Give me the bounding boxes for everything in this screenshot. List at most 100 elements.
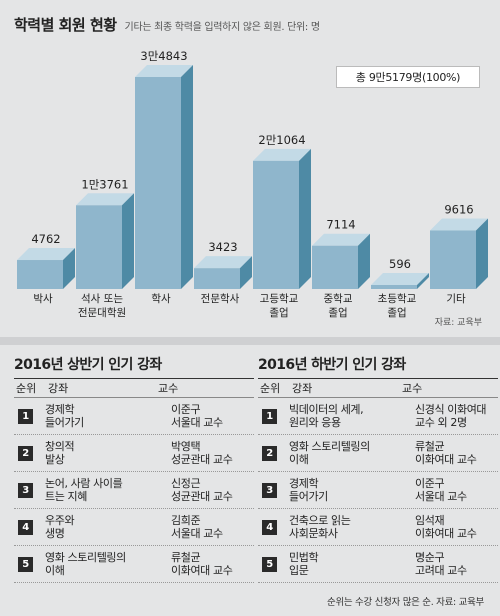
course-name: 경제학 들어가기 [45, 403, 84, 429]
bar-value-label: 596 [389, 257, 411, 271]
category-label: 기타 [446, 293, 466, 305]
table-row: 3 경제학 들어가기 이준구 서울대 교수 [258, 472, 498, 509]
bar-value-label: 7114 [326, 218, 355, 232]
table-row: 4 우주와 생명 김희준 서울대 교수 [14, 509, 254, 546]
bar-front [135, 77, 181, 289]
bar-value-label: 4762 [31, 232, 60, 246]
table-row: 2 영화 스토리텔링의 이해 류철균 이화여대 교수 [258, 435, 498, 472]
professor-name: 이준구 서울대 교수 [171, 403, 223, 429]
second-half-panel: 2016년 하반기 인기 강좌 순위 강좌 교수 1 빅데이터의 세계, 원리와 … [258, 354, 498, 583]
chart-title: 학력별 회원 현황 [14, 16, 117, 34]
bar-front [17, 260, 63, 289]
bar-front [371, 285, 417, 289]
footnote: 순위는 수강 신청자 많은 순. 자료: 교육부 [327, 597, 484, 608]
rank-badge: 4 [262, 519, 277, 535]
category-label: 박사 [33, 293, 53, 305]
rank-badge: 2 [18, 445, 33, 461]
rank-badge: 3 [262, 482, 277, 498]
professor-name: 김희준 서울대 교수 [171, 514, 223, 540]
course-name: 우주와 생명 [45, 514, 75, 540]
professor-name: 박영택 성균관대 교수 [171, 440, 233, 466]
col-prof: 교수 [158, 382, 179, 395]
col-rank: 순위 [260, 382, 281, 395]
bar-side [181, 65, 193, 289]
rank-badge: 4 [18, 519, 33, 535]
section-divider [0, 337, 500, 345]
bar-top [430, 218, 488, 231]
table-row: 1 경제학 들어가기 이준구 서울대 교수 [14, 398, 254, 435]
first-half-rows: 1 경제학 들어가기 이준구 서울대 교수 2 창의적 발상 박영택 성균관대 교수 3 논어… [14, 398, 254, 583]
chart-header: 학력별 회원 현황 기타는 최종 학력을 입력하지 않은 회원. 단위: 명 [14, 14, 320, 35]
bar-side [63, 248, 75, 289]
professor-name: 류철균 이화여대 교수 [415, 440, 477, 466]
col-rank: 순위 [16, 382, 37, 395]
bar-3 [194, 256, 252, 289]
professor-name: 임석재 이화여대 교수 [415, 514, 477, 540]
first-half-header: 순위 강좌 교수 [14, 378, 254, 398]
bar-7 [430, 218, 488, 289]
second-half-header: 순위 강좌 교수 [258, 378, 498, 398]
bar-front [76, 205, 122, 289]
course-name: 건축으로 읽는 사회문화사 [289, 514, 351, 540]
bar-side [240, 256, 252, 289]
bar-0 [17, 248, 75, 289]
course-name: 민법학 입문 [289, 551, 319, 577]
bar-top [253, 148, 311, 161]
bar-5 [312, 233, 370, 289]
rank-badge: 5 [262, 556, 277, 572]
bar-side [358, 233, 370, 289]
course-name: 논어, 사람 사이를 트는 지혜 [45, 477, 123, 503]
bar-1 [76, 193, 134, 289]
course-name: 영화 스토리텔링의 이해 [289, 440, 370, 466]
bar-value-label: 9616 [444, 202, 473, 216]
total-members-box: 총 9만5179명(100%) [336, 66, 480, 88]
bar-6 [371, 273, 429, 289]
bar-2 [135, 65, 193, 289]
bar-top [17, 248, 75, 261]
bar-front [253, 160, 299, 289]
rank-badge: 1 [18, 408, 33, 424]
bar-side [476, 218, 488, 289]
category-label: 초등학교 졸업 [378, 293, 417, 319]
bar-side [417, 273, 429, 289]
table-row: 2 창의적 발상 박영택 성균관대 교수 [14, 435, 254, 472]
bar-side [122, 193, 134, 289]
bar-front [194, 268, 240, 289]
bar-value-label: 1만3761 [81, 177, 128, 191]
category-label: 고등학교 졸업 [260, 293, 299, 319]
table-row: 1 빅데이터의 세계, 원리와 응용 신경식 이화여대 교수 외 2명 [258, 398, 498, 435]
bar-top [194, 256, 252, 269]
professor-name: 신경식 이화여대 교수 외 2명 [415, 403, 487, 429]
category-label: 학사 [151, 293, 171, 305]
second-half-title: 2016년 하반기 인기 강좌 [258, 357, 406, 373]
first-half-panel: 2016년 상반기 인기 강좌 순위 강좌 교수 1 경제학 들어가기 이준구 서울… [14, 354, 254, 583]
col-course: 강좌 [48, 382, 69, 395]
category-label: 석사 또는 전문대학원 [78, 293, 126, 319]
bar-value-label: 3423 [208, 240, 237, 254]
bar-top [135, 65, 193, 77]
table-row: 4 건축으로 읽는 사회문화사 임석재 이화여대 교수 [258, 509, 498, 546]
chart-subtitle: 기타는 최종 학력을 입력하지 않은 회원. 단위: 명 [124, 22, 321, 33]
rank-badge: 2 [262, 445, 277, 461]
col-course: 강좌 [292, 382, 313, 395]
second-half-rows: 1 빅데이터의 세계, 원리와 응용 신경식 이화여대 교수 외 2명 2 영화 스토리… [258, 398, 498, 583]
course-name: 영화 스토리텔링의 이해 [45, 551, 126, 577]
professor-name: 명순구 고려대 교수 [415, 551, 467, 577]
bar-front [312, 245, 358, 289]
bar-top [76, 193, 134, 206]
table-row: 5 영화 스토리텔링의 이해 류철균 이화여대 교수 [14, 546, 254, 583]
bar-value-label: 3만4843 [140, 49, 187, 63]
table-row: 5 민법학 입문 명순구 고려대 교수 [258, 546, 498, 583]
course-name: 빅데이터의 세계, 원리와 응용 [289, 403, 364, 429]
bar-top [371, 273, 429, 285]
first-half-title: 2016년 상반기 인기 강좌 [14, 357, 162, 373]
category-label: 전문학사 [201, 293, 240, 305]
table-row: 3 논어, 사람 사이를 트는 지혜 신정근 성균관대 교수 [14, 472, 254, 509]
course-name: 창의적 발상 [45, 440, 75, 466]
chart-source: 자료: 교육부 [434, 318, 482, 328]
course-name: 경제학 들어가기 [289, 477, 328, 503]
rank-badge: 1 [262, 408, 277, 424]
bar-front [430, 230, 476, 289]
bar-chart: 4762 박사 1만3761 석사 또는 전문대학원 3만4843 학사 3423 전문학사 2만… [17, 49, 488, 319]
professor-name: 류철균 이화여대 교수 [171, 551, 233, 577]
